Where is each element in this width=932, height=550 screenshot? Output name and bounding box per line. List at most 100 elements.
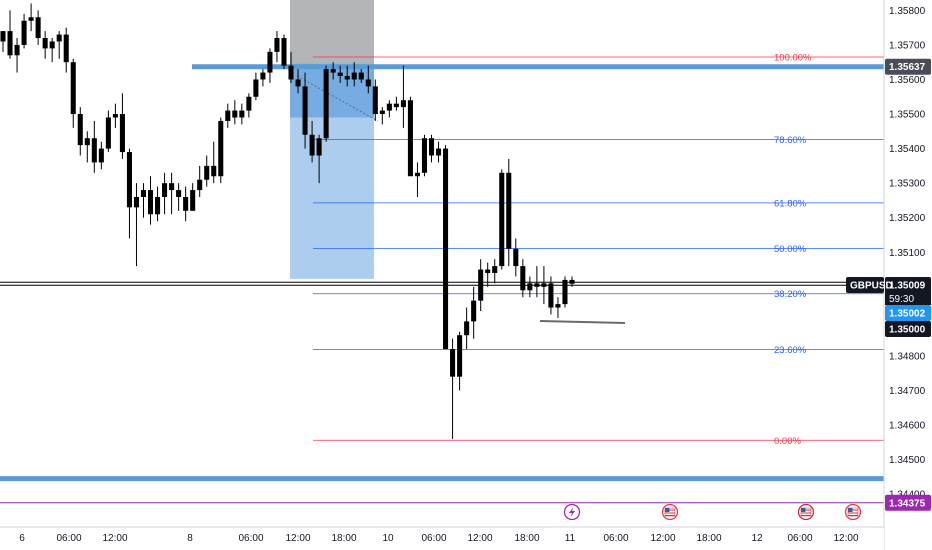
candle-body [49,41,55,49]
candle-body [225,110,231,121]
candle-body [562,279,568,305]
countdown-text: 59:30 [889,294,914,305]
candle-body [63,34,69,63]
candle-body [450,349,456,377]
candle-body [169,183,175,191]
candle-body [260,72,266,80]
flash-icon-bolt [569,507,575,517]
time-axis-background [0,527,884,550]
candle-body [281,38,287,66]
take-profit-zone [290,117,374,279]
candle-body [513,248,519,267]
candle-body [91,138,97,163]
countdown-bg [885,292,931,305]
time-tick-label: 6 [19,533,25,544]
candle-body [309,134,315,156]
price-badge-bg [885,494,931,511]
candle-body [98,148,104,163]
price-badge: 1.35637 [885,58,931,75]
price-tick-label: 1.35700 [889,40,926,51]
candle-body [351,72,357,80]
candle-body [414,172,420,177]
fib-label: 61.80% [774,198,807,209]
candle-body [42,38,48,49]
price-badge: 1.35002 [885,305,931,321]
flash-event-icon[interactable] [563,503,581,521]
candle-body [569,279,575,284]
candle-body [393,103,399,108]
price-tick-label: 1.35400 [889,144,926,155]
price-tick-label: 1.34700 [889,386,926,397]
candle-body [183,196,189,211]
candle-body [534,283,540,287]
price-badge: 1.34375 [885,494,931,511]
trend-line [539,320,626,324]
candle-body [457,335,463,377]
candle-body [253,79,259,97]
candle-body [372,86,378,115]
price-tick-label: 1.35800 [889,6,926,17]
candle-body [28,17,34,21]
candle-body [70,62,76,115]
flag-canton [665,508,670,512]
candle-body [21,20,27,45]
price-tick-label: 1.35500 [889,110,926,121]
candle-body [176,190,182,197]
time-tick-label: 12:00 [467,533,492,544]
candle-body [379,110,385,115]
time-axis[interactable]: 6 06:00 12:00 8 06:00 12:00 18:00 10 06:00 12:00 1… [0,526,884,550]
candle-body [0,31,6,42]
price-badge-text: 1.35637 [889,62,926,73]
candle-body [84,138,90,146]
fib-label: 50.00% [774,244,807,255]
time-tick-label: 06:00 [238,533,263,544]
price-badge-text: 1.35000 [889,325,926,336]
price-tick-label: 1.34500 [889,455,926,466]
candle-body [548,283,554,308]
candle-body [119,114,125,153]
price-axis[interactable]: 1.35800 1.35700 1.35600 1.35500 1.35400 1.353… [883,0,932,550]
price-badge: 1.35000 [885,321,931,337]
candle-body [288,65,294,80]
level-layer [0,64,884,504]
time-tick-label: 06:00 [56,533,81,544]
price-tick-label: 1.35600 [889,75,926,86]
candle-body [190,190,196,211]
candle-body [443,148,449,350]
flag-canton [848,508,853,512]
candle-body [485,269,491,274]
candle-body [239,110,245,118]
time-tick-label: 06:00 [787,533,812,544]
time-tick-label: 18:00 [331,533,356,544]
price-tick-label: 1.35300 [889,179,926,190]
price-badge-bg [885,321,931,337]
price-badge-bg [885,58,931,75]
time-tick-label: 12:00 [650,533,675,544]
candle-body [541,283,547,287]
candle-body [365,79,371,87]
time-tick-label: 12:00 [102,533,127,544]
us-flag-event-icon[interactable] [661,503,679,521]
events-layer[interactable] [563,503,862,521]
candle-body [407,100,413,177]
candle-body [7,31,13,56]
candle-body [204,165,210,180]
candle-body [492,266,498,274]
us-flag-red-event-icon[interactable] [797,503,815,521]
candle-body [140,190,147,197]
candle-body [162,183,168,197]
candle-body [400,100,406,108]
stop-loss-zone [290,0,374,64]
candle-body [267,51,273,73]
candle-body [478,269,484,301]
fibonacci-retracement[interactable]: 100.00% 78.60% 61.80% 50.00% 38.20% 23.60% 0.0… [313,53,884,447]
candle-body [506,172,512,249]
candle-body [330,69,336,73]
price-axis-background [884,0,932,550]
time-tick-label: 12:00 [833,533,858,544]
time-tick-label: 10 [382,533,394,544]
price-tick-label: 1.34600 [889,421,926,432]
us-flag-event-icon[interactable] [844,503,862,521]
